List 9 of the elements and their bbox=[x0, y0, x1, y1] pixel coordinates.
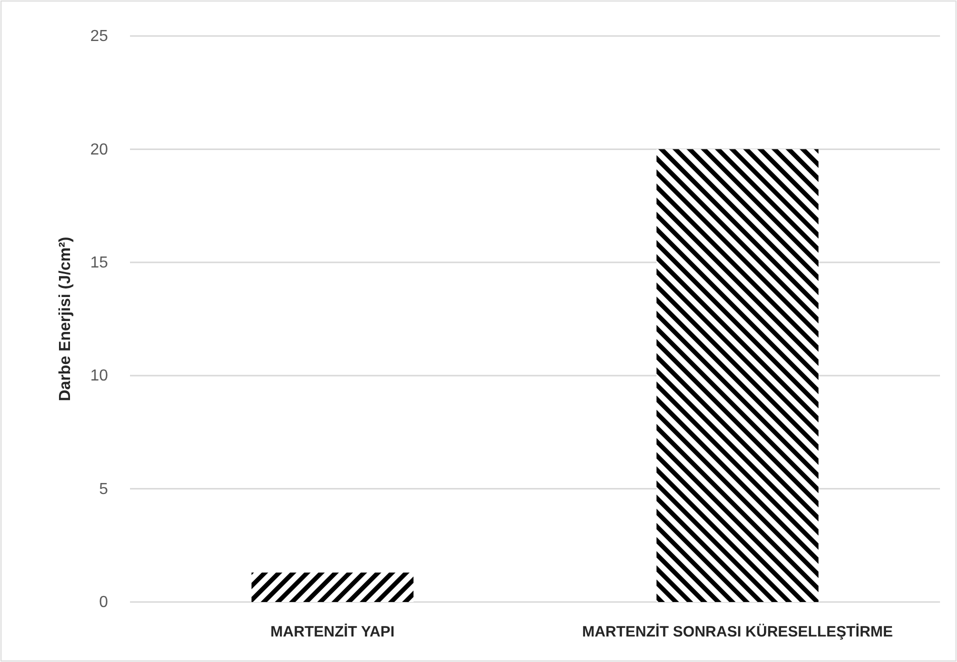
y-tick-label: 0 bbox=[99, 594, 108, 612]
y-tick-label: 15 bbox=[90, 254, 108, 272]
y-tick-label: 5 bbox=[99, 480, 108, 498]
y-axis-title: Darbe Enerjisi (J/cm²) bbox=[57, 236, 74, 402]
x-tick-label: MARTENZİT SONRASI KÜRESELLEŞTİRME bbox=[582, 624, 893, 641]
y-tick-label: 25 bbox=[90, 28, 108, 46]
y-tick-label: 20 bbox=[90, 141, 108, 158]
y-tick-label: 10 bbox=[90, 368, 108, 385]
x-tick-label: MARTENZİT YAPI bbox=[270, 624, 395, 641]
